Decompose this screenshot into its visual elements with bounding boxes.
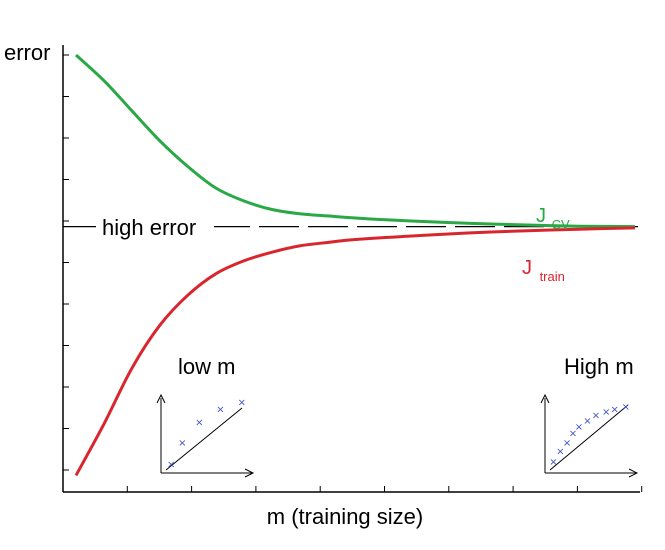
inset-point-marker: ×: [583, 416, 591, 427]
inset-point-marker: ×: [549, 457, 557, 468]
inset-point-marker: ×: [622, 402, 630, 413]
inset-point-marker: ×: [602, 407, 610, 418]
inset-plot-high-m: ××××××× × × ×: [540, 393, 639, 478]
high-error-label: high error: [102, 215, 196, 240]
x-ticks: [126, 486, 643, 492]
inset-high-m-fit-line: [549, 404, 629, 471]
y-ticks: [63, 54, 69, 471]
inset-point-marker: ×: [167, 459, 175, 470]
inset-point-marker: ×: [178, 438, 186, 449]
inset-point-marker: ×: [238, 397, 246, 408]
inset-high-m-points: ××××××× × × ×: [549, 402, 630, 468]
inset-point-marker: ×: [556, 446, 564, 457]
inset-point-marker: ×: [569, 428, 577, 439]
x-axis-label: m (training size): [267, 504, 423, 529]
series-label-jtrain-sub: train: [540, 269, 565, 284]
series-label-jcv-sub: CV: [552, 217, 570, 232]
series-line-jtrain: [74, 226, 636, 477]
series-line-jcv: [74, 53, 636, 229]
inset-point-marker: ×: [592, 410, 600, 421]
series-label-jtrain-main: J: [522, 257, 532, 279]
inset-point-marker: ×: [563, 438, 571, 449]
inset-label-low-m: low m: [178, 354, 235, 379]
high-error-label-background: [96, 212, 214, 240]
inset-plot-low-m: ×××××: [156, 393, 255, 478]
inset-high-m-x-arrow: [628, 468, 639, 478]
inset-point-marker: ×: [216, 405, 224, 416]
inset-high-m-y-arrow: [540, 393, 550, 404]
series-label-jcv-main: J: [536, 205, 546, 227]
inset-low-m-fit-line: [165, 407, 243, 471]
inset-point-marker: ×: [195, 418, 203, 429]
inset-low-m-points: ×××××: [167, 397, 246, 470]
y-axis-label: error: [4, 40, 50, 65]
series-label-jtrain: J train: [522, 257, 565, 284]
inset-low-m-y-arrow: [156, 393, 166, 404]
inset-label-high-m: High m: [564, 354, 634, 379]
inset-low-m-x-arrow: [244, 468, 255, 478]
inset-point-marker: ×: [575, 422, 583, 433]
inset-point-marker: ×: [611, 405, 619, 416]
series-label-jcv: J CV: [536, 205, 570, 232]
